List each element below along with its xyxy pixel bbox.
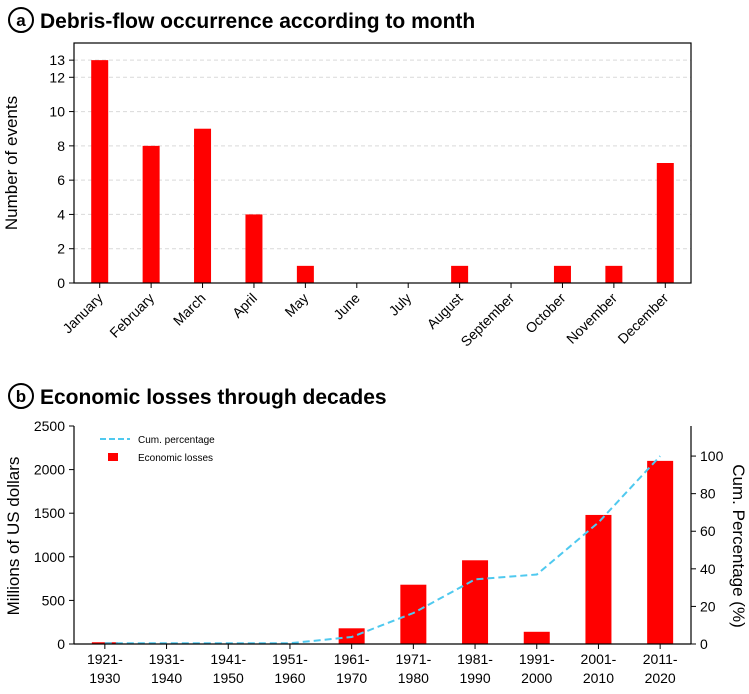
panel-b-cum-percentage-line — [104, 455, 661, 645]
panel-b-bar — [462, 560, 489, 644]
panel-b-x-tick-label-line1: 1921- — [87, 651, 123, 667]
panel-a-y-tick-label: 6 — [57, 172, 65, 188]
panel-a-y-tick-label: 10 — [49, 104, 65, 120]
panel-a-plot-frame — [73, 42, 692, 284]
panel-b-left-y-tick-label: 1000 — [34, 549, 65, 565]
panel-b-x-tick-label-line2: 1970 — [336, 670, 367, 686]
panel-a-bar — [656, 163, 674, 283]
panel-b-right-y-tick-label: 40 — [700, 561, 716, 577]
panel-a-x-tick-label: May — [281, 290, 311, 320]
panel-a-y-axis-title: Number of events — [2, 96, 21, 230]
panel-b-x-tick-label-line2: 2010 — [583, 670, 614, 686]
panel-a-x-tick-label: April — [229, 290, 260, 321]
panel-a-bar — [553, 265, 571, 283]
panel-b-x-tick-label-line1: 1951- — [272, 651, 308, 667]
panel-b-bar — [585, 514, 612, 644]
legend-cum-percentage-label: Cum. percentage — [138, 435, 215, 446]
panel-b-letter: b — [16, 387, 26, 406]
panel-a-bar — [194, 128, 212, 283]
panel-b-bar — [400, 584, 427, 644]
panel-b-x-ticks: 1921- 1930 1931- 1940 1941- 1950 1951- 1960 1961… — [87, 644, 678, 686]
panel-b-x-tick-label-line2: 1930 — [89, 670, 120, 686]
panel-b-left-y-tick-label: 2000 — [34, 462, 65, 478]
panel-b-bar — [523, 631, 550, 644]
panel-a-x-tick-label: February — [106, 290, 157, 341]
panel-a-bar — [142, 145, 160, 283]
legend-economic-losses-label: Economic losses — [138, 453, 213, 464]
panel-b-bar — [647, 460, 674, 644]
panel-b-left-y-tick-label: 500 — [42, 592, 66, 608]
panel-b-right-y-tick-label: 100 — [700, 448, 724, 464]
panel-a-x-ticks: January February March April May June July Augu… — [59, 283, 672, 350]
panel-b-left-y-tick-label: 1500 — [34, 505, 65, 521]
panel-b-bars — [91, 460, 674, 644]
panel-b-left-y-ticks: 0 500 1000 1500 2000 2500 — [34, 418, 74, 652]
panel-b-x-tick-label-line2: 2020 — [645, 670, 676, 686]
panel-a-letter: a — [16, 11, 26, 30]
panel-b-x-tick-label-line2: 1950 — [213, 670, 244, 686]
panel-a-x-tick-label: August — [424, 290, 466, 332]
panel-b-x-tick-label-line2: 1990 — [459, 670, 490, 686]
panel-b-right-y-tick-label: 60 — [700, 523, 716, 539]
panel-a-x-tick-label: March — [170, 290, 209, 329]
panel-b: b Economic losses through decades 0 500 10… — [4, 383, 748, 686]
panel-a-x-tick-label: June — [330, 290, 363, 323]
panel-a-y-tick-label: 8 — [57, 138, 65, 154]
panel-b-right-y-tick-label: 80 — [700, 486, 716, 502]
panel-a-y-tick-label: 4 — [57, 206, 65, 222]
panel-a-bars — [91, 60, 674, 284]
panel-b-x-tick-label-line2: 1960 — [274, 670, 305, 686]
panel-b-letter-circle — [8, 383, 34, 409]
panel-a-y-tick-label: 12 — [49, 69, 65, 85]
panel-a-x-tick-label: October — [522, 290, 569, 337]
panel-b-left-y-tick-label: 2500 — [34, 418, 65, 434]
panel-a-x-tick-label: December — [614, 290, 671, 347]
panel-b-right-y-tick-label: 20 — [700, 598, 716, 614]
panel-a-bar — [451, 265, 469, 283]
panel-a-bar — [245, 214, 263, 283]
panel-a-x-tick-label: July — [385, 290, 414, 319]
panel-b-x-tick-label-line1: 1991- — [519, 651, 555, 667]
panel-b-x-tick-label-line2: 1980 — [398, 670, 429, 686]
panel-a-y-tick-label: 13 — [49, 52, 65, 68]
panel-a-x-tick-label: January — [59, 290, 106, 337]
panel-b-x-tick-label-line1: 1971- — [395, 651, 431, 667]
panel-a-y-tick-label: 2 — [57, 241, 65, 257]
panel-b-left-y-tick-label: 0 — [57, 636, 65, 652]
panel-b-x-tick-label-line2: 2000 — [521, 670, 552, 686]
panel-b-x-tick-label-line1: 2011- — [643, 651, 678, 667]
panel-a-bar — [296, 265, 314, 283]
panel-b-y-axis-title: Millions of US dollars — [4, 457, 23, 616]
panel-b-x-tick-label-line1: 1931- — [149, 651, 185, 667]
panel-b-right-y-tick-label: 0 — [700, 636, 708, 652]
panel-b-x-tick-label-line1: 2001- — [581, 651, 617, 667]
panel-b-x-tick-label-line2: 1940 — [151, 670, 182, 686]
panel-b-x-tick-label-line1: 1941- — [210, 651, 246, 667]
panel-b-x-tick-label-line1: 1981- — [457, 651, 493, 667]
panel-a-bar — [91, 60, 109, 284]
panel-a-bar — [605, 265, 623, 283]
panel-b-title: Economic losses through decades — [40, 386, 387, 409]
panel-a-x-tick-label: November — [563, 290, 620, 347]
panel-a-x-tick-label: September — [457, 290, 517, 350]
legend-bar-swatch — [108, 453, 118, 461]
panel-b-legend: Cum. percentage Economic losses — [100, 435, 215, 464]
panel-a: a Debris-flow occurrence according to mo… — [2, 7, 692, 350]
panel-a-gridlines — [74, 59, 691, 250]
panel-a-y-tick-label: 0 — [57, 275, 65, 291]
panel-a-letter-circle — [8, 7, 34, 33]
panel-b-x-tick-label-line1: 1961- — [334, 651, 370, 667]
panel-b-y2-axis-title: Cum. Percentage (%) — [729, 464, 748, 627]
panel-a-title: Debris-flow occurrence according to mont… — [40, 10, 475, 33]
panel-b-right-y-ticks: 0 20 40 60 80 100 — [691, 448, 724, 652]
